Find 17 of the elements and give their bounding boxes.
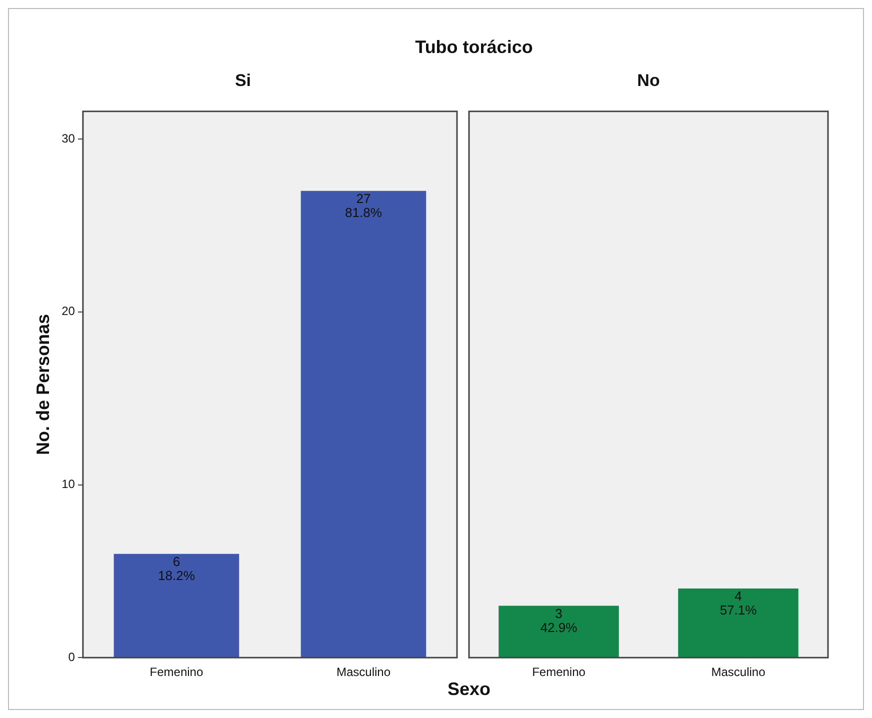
x-tick-label: Masculino [336, 665, 391, 680]
data-label: 27 81.8% [345, 190, 382, 220]
y-tick-label: 0 [68, 650, 76, 664]
chart-subtitle: No [637, 70, 660, 90]
x-axis-title: Sexo [446, 679, 492, 700]
y-axis-title: No. de Personas [32, 314, 53, 456]
x-tick-label: Masculino [711, 665, 766, 680]
y-tick-label: 10 [62, 477, 76, 492]
chart-title: Tubo torácico [414, 37, 534, 58]
y-tick-label: 30 [62, 131, 76, 146]
data-label: 4 57.1% [720, 588, 758, 618]
data-label: 3 42.9% [540, 606, 578, 635]
x-tick-label: Femenino [532, 665, 586, 680]
chart-subtitle: Si [234, 70, 252, 90]
data-label: 6 18.2% [158, 554, 196, 583]
y-tick-label: 20 [62, 304, 76, 318]
x-tick-label: Femenino [150, 665, 204, 680]
